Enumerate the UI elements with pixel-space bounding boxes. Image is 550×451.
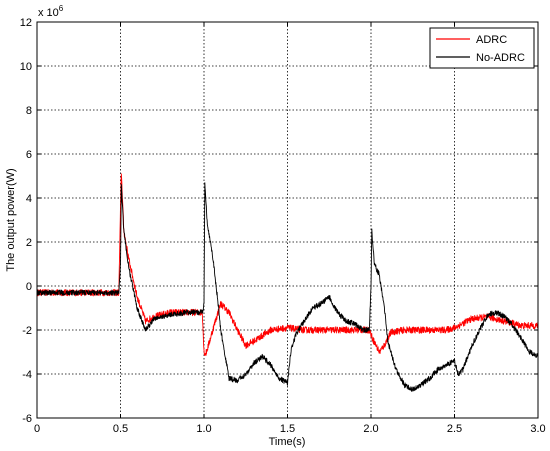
y-tick-label: -4 <box>22 369 32 381</box>
tick-labels: 0 0.5 1.0 1.5 2.0 2.5 3.0 -6 -4 -2 0 2 4 6 8 10 12 <box>20 17 546 435</box>
x-tick-label: 3.0 <box>530 423 545 435</box>
x-axis-label: Time(s) <box>269 436 306 448</box>
series-layer <box>36 173 539 392</box>
series-line-no-adrc <box>36 182 539 392</box>
y-tick-label: -6 <box>22 413 32 425</box>
y-tick-label: 6 <box>26 149 32 161</box>
y-tick-label: 4 <box>26 193 32 205</box>
y-tick-label: 12 <box>20 17 32 29</box>
series-line-adrc <box>36 173 539 357</box>
y-tick-label: -2 <box>22 325 32 337</box>
y-tick-label: 2 <box>26 237 32 249</box>
x-tick-label: 1.5 <box>280 423 295 435</box>
x-tick-label: 1.0 <box>196 423 211 435</box>
legend-label-adrc: ADRC <box>476 34 507 46</box>
legend-label-no-adrc: No-ADRC <box>476 52 525 64</box>
y-tick-label: 0 <box>26 281 32 293</box>
legend-box <box>429 27 535 69</box>
x-tick-label: 2.0 <box>363 423 378 435</box>
y-axis-exponent-power: 6 <box>59 4 64 13</box>
y-tick-label: 10 <box>20 61 32 73</box>
x-tick-label: 0 <box>34 423 40 435</box>
ticks <box>36 21 539 419</box>
y-axis-label: The output power(W) <box>5 168 17 271</box>
legend: ADRC No-ADRC <box>429 27 535 69</box>
y-axis-exponent: x 106 <box>38 4 64 19</box>
x-tick-label: 0.5 <box>113 423 128 435</box>
y-tick-label: 8 <box>26 105 32 117</box>
x-tick-label: 2.5 <box>447 423 462 435</box>
